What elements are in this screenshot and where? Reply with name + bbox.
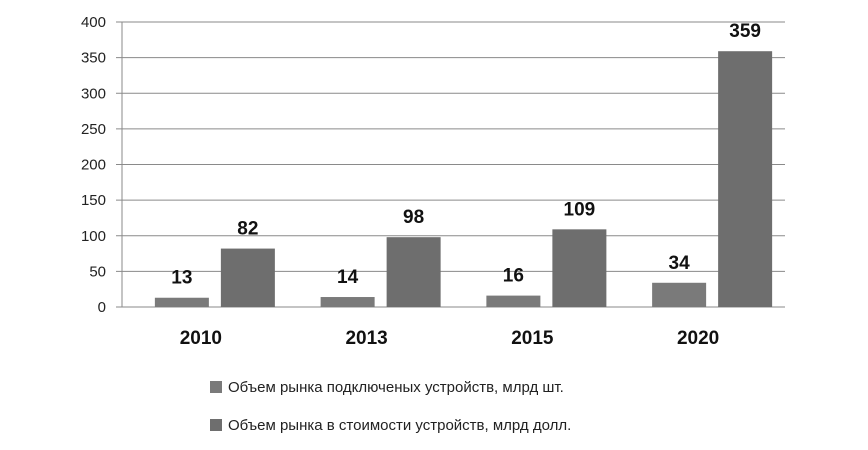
y-tick-label: 300 [81,85,106,102]
y-tick-label: 50 [89,263,106,280]
data-label: 16 [503,266,524,287]
data-label: 13 [171,268,192,289]
x-tick-label: 2010 [180,328,222,349]
legend-label-value: Объем рынка в стоимости устройств, млрд … [228,416,572,434]
x-axis-categories: 2010 2013 2015 2020 [180,328,720,349]
legend: Объем рынка подключеных устройств, млрд … [210,374,571,450]
x-tick-label: 2020 [677,328,719,349]
bar-2013-series-1 [386,237,441,307]
bar-2015-series-0 [486,295,541,307]
data-label: 34 [669,253,691,274]
data-label: 109 [564,199,596,220]
legend-item-devices: Объем рынка подключеных устройств, млрд … [210,374,571,400]
bar-chart: 0 50 100 150 200 250 300 350 400 13 82 14 98 16 109 34… [81,14,785,349]
y-tick-label: 200 [81,157,106,174]
y-tick-label: 150 [81,192,106,209]
y-axis-ticks: 0 50 100 150 200 250 300 350 400 [81,14,106,316]
bar-2010-series-0 [154,297,209,307]
data-label: 359 [729,21,761,42]
y-tick-label: 400 [81,14,106,31]
data-label: 82 [237,219,258,240]
data-labels: 13 82 14 98 16 109 34 359 [171,21,761,289]
legend-swatch-value [210,419,222,431]
x-tick-label: 2013 [345,328,387,349]
data-label: 98 [403,207,424,228]
legend-label-devices: Объем рынка подключеных устройств, млрд … [228,378,564,396]
data-label: 14 [337,267,359,288]
bar-2010-series-1 [220,248,275,307]
y-tick-label: 0 [98,299,106,316]
bars [154,51,773,308]
x-tick-label: 2015 [511,328,554,349]
bar-2013-series-0 [320,297,375,307]
legend-swatch-devices [210,381,222,393]
y-tick-label: 250 [81,121,106,138]
y-tick-label: 350 [81,50,106,67]
bar-2015-series-1 [552,229,607,307]
legend-item-value: Объем рынка в стоимости устройств, млрд … [210,412,571,438]
bar-2020-series-1 [718,51,773,308]
bar-2020-series-0 [652,282,707,307]
y-tick-label: 100 [81,228,106,245]
